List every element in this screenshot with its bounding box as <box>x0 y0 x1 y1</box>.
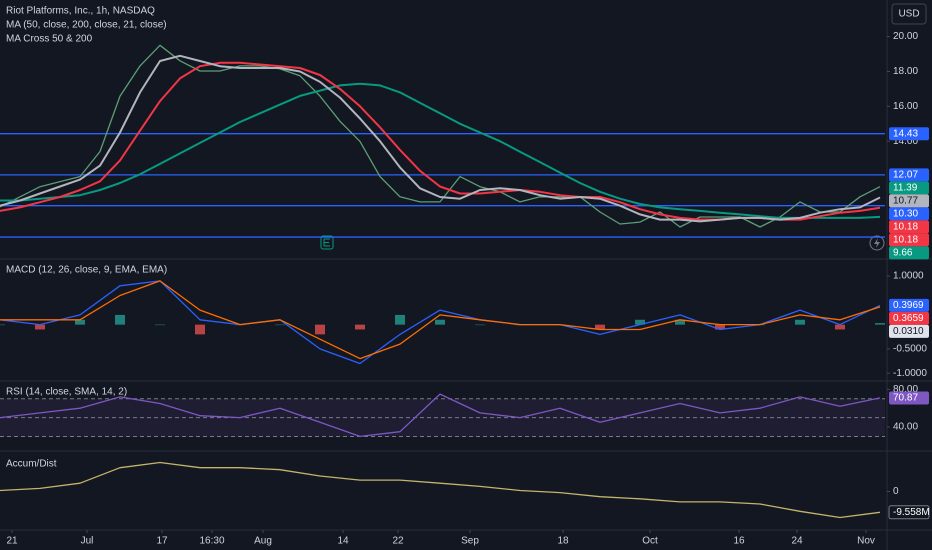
y-tick-label: 20.00 <box>893 31 918 42</box>
indicator-title: RSI (14, close, SMA, 14, 2) <box>6 387 127 398</box>
histogram-bar <box>675 319 685 325</box>
indicator-label: MA Cross 50 & 200 <box>6 34 93 45</box>
histogram-bar <box>275 324 285 326</box>
histogram-bar <box>115 314 125 325</box>
price-badge <box>889 311 929 325</box>
price-badge <box>889 298 929 312</box>
histogram-bar <box>195 324 205 335</box>
price-badge-label: 14.43 <box>893 128 918 139</box>
symbol-title: Riot Platforms, Inc., 1h, NASDAQ <box>6 6 155 17</box>
event-circle[interactable] <box>869 235 885 251</box>
currency-button[interactable] <box>891 3 927 25</box>
histogram-bar <box>635 319 645 325</box>
histogram-bar <box>835 324 845 330</box>
x-tick-label: 16:30 <box>199 536 224 547</box>
series-line <box>0 280 881 365</box>
price-badge-label: 9.66 <box>893 247 913 258</box>
event-icon[interactable] <box>869 235 885 251</box>
price-badge-label: 10.18 <box>893 221 918 232</box>
price-badge <box>889 194 929 208</box>
y-tick-label: 1.0000 <box>893 271 924 282</box>
price-badge-label: 10.30 <box>893 208 918 219</box>
x-tick-label: 21 <box>6 536 18 547</box>
histogram-bar <box>715 324 725 330</box>
histogram-bar <box>155 324 165 326</box>
price-badge-label: 10.18 <box>893 234 918 245</box>
indicator-title: MACD (12, 26, close, 9, EMA, EMA) <box>6 265 167 276</box>
price-badge <box>889 391 929 405</box>
pane: 80.00 40.00 70.87 <box>0 384 929 438</box>
y-tick-label: 14.00 <box>893 136 918 147</box>
histogram-bar <box>355 324 365 330</box>
indicator-label: MA (50, close, 200, close, 21, close) <box>6 20 167 31</box>
series-line <box>0 54 881 223</box>
event-glyph[interactable] <box>874 238 880 248</box>
x-tick-label: Jul <box>81 536 94 547</box>
price-badge-label: 70.87 <box>893 393 918 404</box>
price-badge <box>889 233 929 247</box>
y-tick-label: 80.00 <box>893 384 918 395</box>
price-badge-label: 0.0310 <box>893 326 924 337</box>
y-tick-label: 0 <box>893 486 899 497</box>
series-line <box>0 280 881 360</box>
histogram-bar <box>595 324 605 330</box>
histogram-bar <box>315 324 325 335</box>
histogram-bar <box>875 323 885 325</box>
x-tick-label: 24 <box>791 536 803 547</box>
x-tick-label: 18 <box>557 536 569 547</box>
currency[interactable]: USD <box>898 9 919 20</box>
price-badge <box>889 127 929 141</box>
price-badge-label: 12.07 <box>893 169 918 180</box>
earnings-box[interactable] <box>320 235 334 250</box>
price-badge-label: 0.3969 <box>893 300 924 311</box>
price-badge-label: 10.77 <box>893 195 918 206</box>
y-tick-label: 18.00 <box>893 66 918 77</box>
x-tick-label: Aug <box>254 536 272 547</box>
earnings-glyph[interactable] <box>323 238 330 247</box>
histogram-bar <box>475 324 485 326</box>
price-badge-label: -9.558M <box>893 507 930 518</box>
x-tick-label: 14 <box>337 536 349 547</box>
histogram-bar <box>35 324 45 330</box>
price-badge-label: 0.3659 <box>893 313 924 324</box>
price-badge <box>889 220 929 234</box>
price-badge-label: 11.39 <box>893 182 918 193</box>
x-tick-label: Nov <box>857 536 875 547</box>
price-badge <box>889 207 929 221</box>
y-tick-label: 16.00 <box>893 101 918 112</box>
indicator-title: Accum/Dist <box>6 459 57 470</box>
series-line <box>0 461 881 519</box>
series-line <box>0 393 881 438</box>
price-badge <box>888 505 930 520</box>
pane: 0 -9.558M <box>0 461 930 520</box>
price-badge <box>889 168 929 182</box>
histogram-bar <box>395 314 405 325</box>
earnings-icon[interactable] <box>320 235 334 250</box>
series-line <box>0 82 881 219</box>
histogram-bar <box>795 319 805 325</box>
y-tick-label: 40.00 <box>893 422 918 433</box>
histogram-bar <box>75 319 85 325</box>
x-tick-label: 22 <box>392 536 404 547</box>
y-tick-label: -1.0000 <box>893 368 927 379</box>
histogram-bar <box>0 324 5 326</box>
x-tick-label: Sep <box>461 536 479 547</box>
x-tick-label: 16 <box>733 536 745 547</box>
y-tick-label: -0.5000 <box>893 344 927 355</box>
series-line <box>0 44 881 228</box>
price-badge <box>889 246 929 260</box>
x-tick-label: Oct <box>642 536 658 547</box>
price-badge <box>889 181 929 195</box>
x-tick-label: 17 <box>156 536 168 547</box>
price-badge <box>889 324 929 338</box>
pane: 1.0000 -0.5000 -1.0000 0.3969 0.3659 0.0310 <box>0 271 929 379</box>
histogram-bar <box>435 319 445 325</box>
